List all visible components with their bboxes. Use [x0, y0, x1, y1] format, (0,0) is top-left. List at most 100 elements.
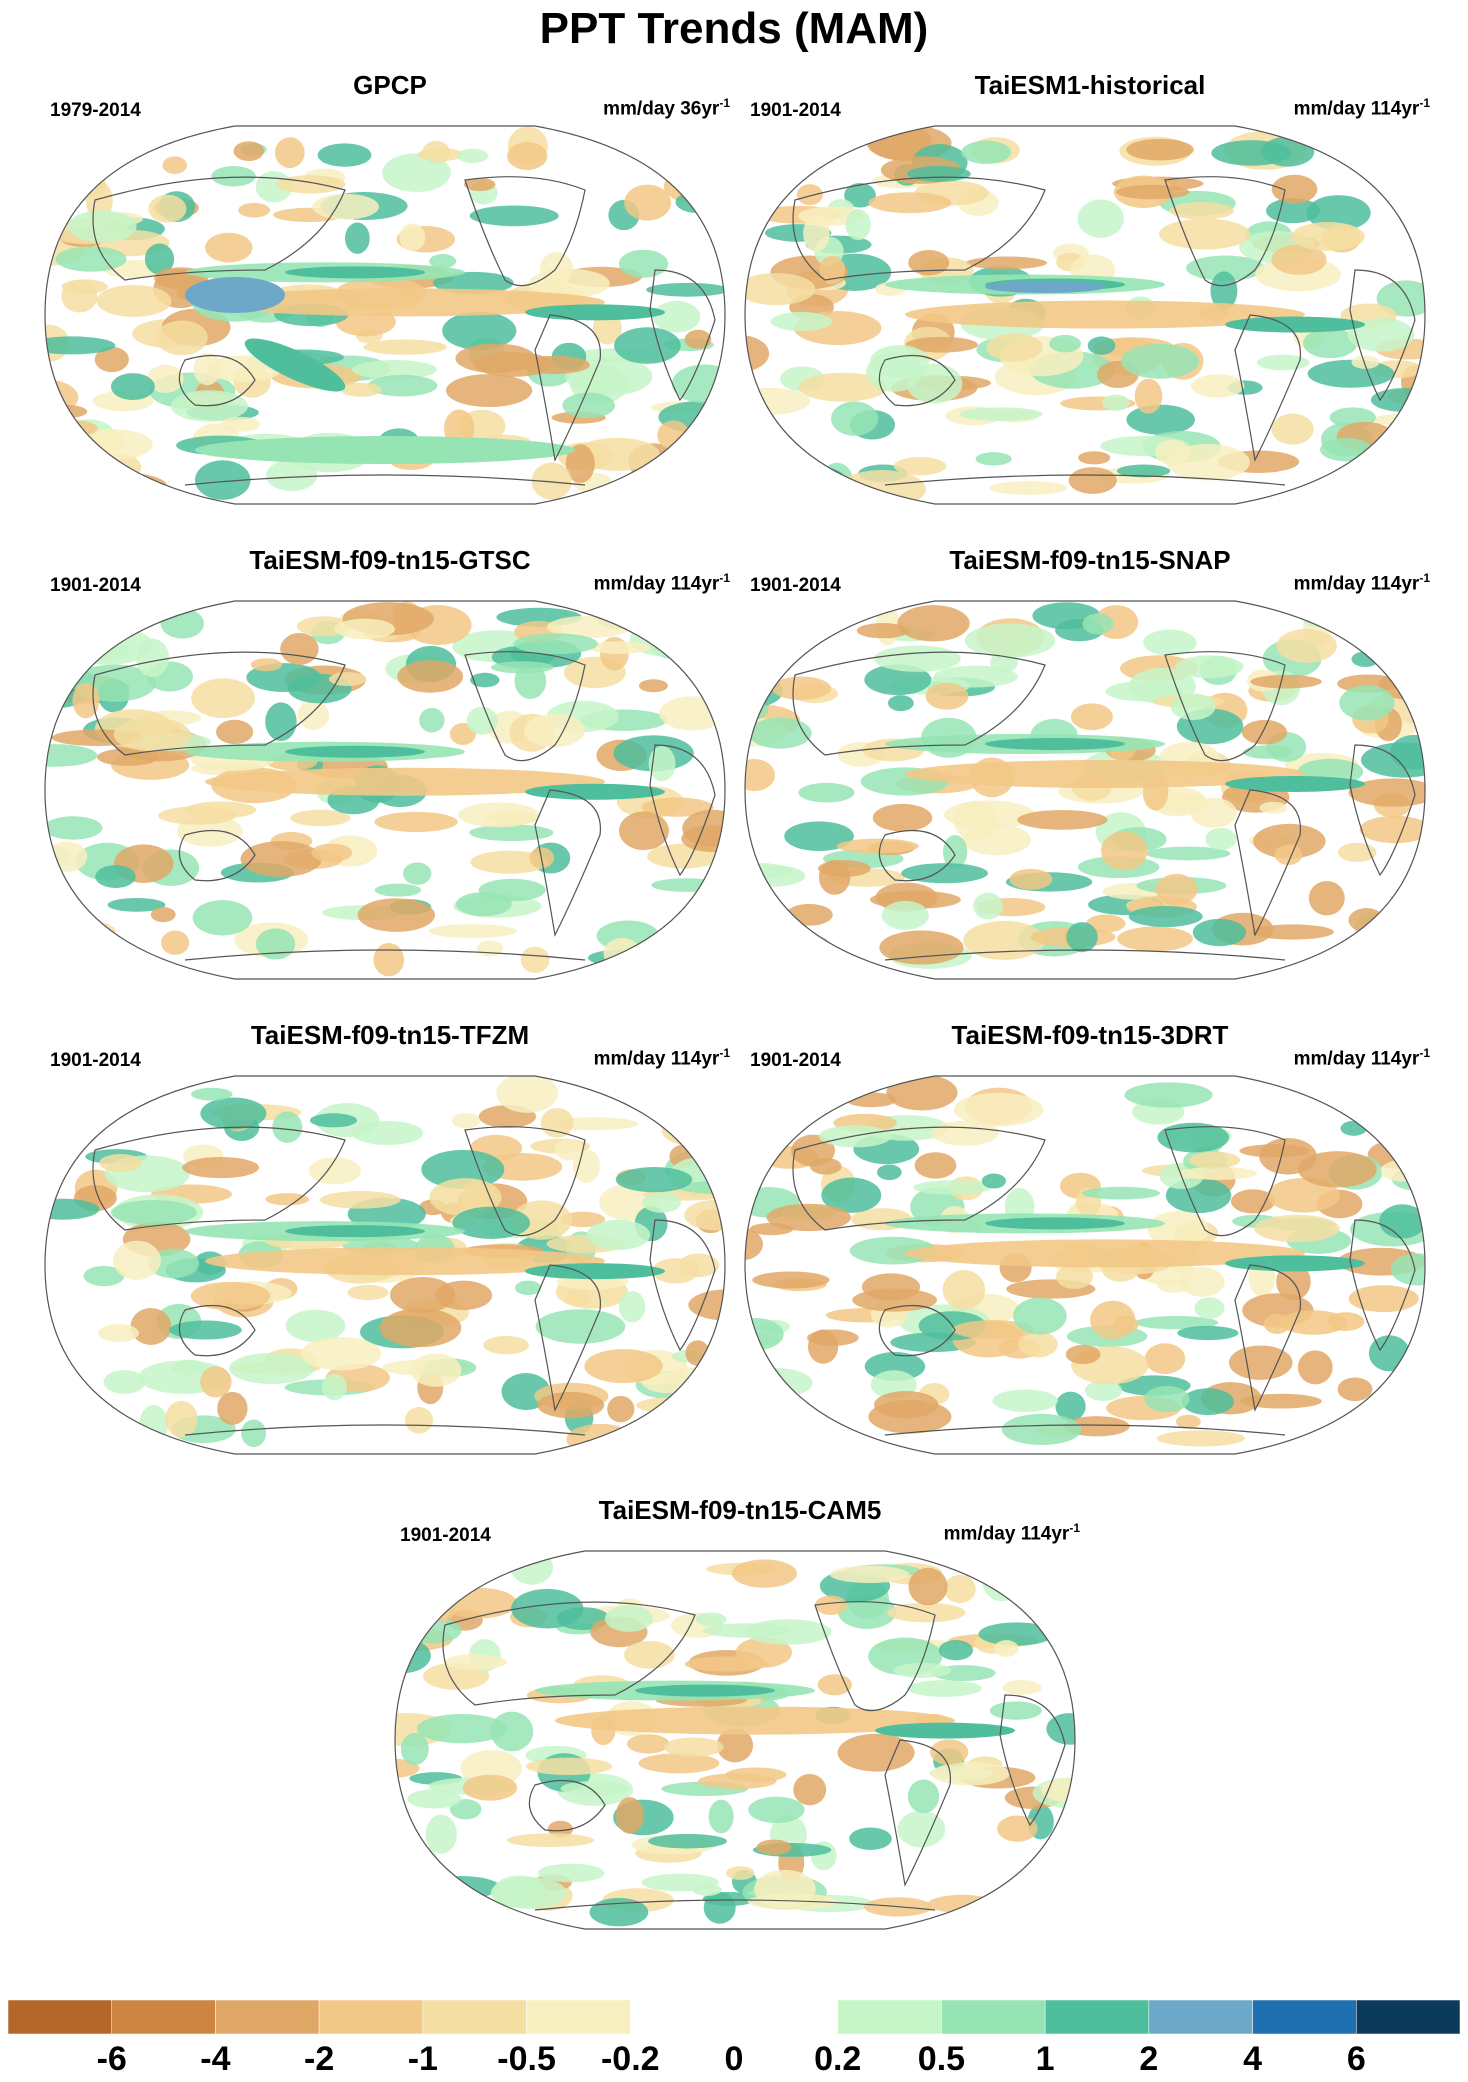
map-border	[394, 1550, 1076, 1930]
coastline	[528, 1779, 606, 1832]
coastline	[1234, 1264, 1301, 1412]
panel-period: 1901-2014	[750, 100, 841, 121]
coastline	[184, 1424, 586, 1436]
panel-title: TaiESM1-historical	[974, 70, 1206, 100]
panel-title: TaiESM-f09-tn15-3DRT	[951, 1020, 1229, 1050]
colorbar-tick-label: 4	[1243, 2040, 1263, 2078]
coastline	[534, 314, 601, 462]
colorbar-tick-label: 6	[1346, 2040, 1366, 2078]
units-exponent: -1	[1069, 1521, 1080, 1535]
map-panel: TaiESM-f09-tn15-CAM5 1901-2014 mm/day 114y…	[390, 1495, 1090, 1935]
panel-period: 1979-2014	[50, 100, 141, 121]
coastline	[442, 1601, 696, 1706]
map-border	[44, 125, 726, 505]
coastline	[884, 474, 1286, 486]
map-panel: TaiESM-f09-tn15-SNAP 1901-2014 mm/day 114y…	[740, 545, 1440, 985]
coastline	[649, 269, 716, 402]
colorbar-swatch	[215, 2000, 320, 2034]
map-plot	[744, 1075, 1426, 1455]
trend-field	[45, 601, 725, 979]
colorbar-swatch	[318, 2000, 424, 2034]
colorbar-swatch	[1356, 2000, 1460, 2034]
colorbar-swatch	[526, 2000, 631, 2034]
units-text: mm/day 114yr	[593, 573, 720, 595]
panel-period: 1901-2014	[400, 1525, 491, 1546]
panel-title: GPCP	[353, 70, 427, 100]
coastline	[878, 829, 956, 882]
coastline	[178, 354, 256, 407]
units-exponent: -1	[1419, 571, 1430, 585]
coastline	[878, 1304, 956, 1357]
coastline	[1164, 651, 1286, 762]
map-border	[744, 600, 1426, 980]
coastline	[184, 474, 586, 486]
map-plot	[44, 125, 726, 505]
panel-units: mm/day 114yr-1	[1294, 96, 1430, 120]
colorbar-tick-label: 1	[1035, 2040, 1055, 2078]
trend-field	[745, 1076, 1425, 1454]
coastline	[878, 354, 956, 407]
map-border	[744, 1075, 1426, 1455]
colorbar-tick-label: 0.5	[917, 2040, 966, 2078]
map-panel: TaiESM-f09-tn15-TFZM 1901-2014 mm/day 114y…	[40, 1020, 740, 1460]
coastline	[792, 1126, 1046, 1231]
colorbar-tick-label: -0.2	[600, 2040, 660, 2078]
trend-field	[745, 601, 1425, 979]
colorbar-swatch	[1252, 2000, 1357, 2034]
units-exponent: -1	[719, 571, 730, 585]
colorbar-swatch	[941, 2000, 1046, 2034]
coastline	[1234, 789, 1301, 937]
coastline	[1349, 269, 1416, 402]
map-plot	[44, 1075, 726, 1455]
coastline	[464, 176, 586, 287]
coastline	[534, 1899, 936, 1911]
colorbar-swatch	[733, 2000, 838, 2034]
colorbar-tick-label: 2	[1139, 2040, 1159, 2078]
panel-period: 1901-2014	[50, 1050, 141, 1071]
coastline	[92, 176, 346, 281]
coastline	[999, 1694, 1066, 1827]
panel-units: mm/day 114yr-1	[1294, 571, 1430, 595]
colorbar-swatch	[422, 2000, 527, 2034]
colorbar-tick-label: -2	[304, 2040, 335, 2078]
units-text: mm/day 114yr	[1293, 573, 1420, 595]
colorbar-tick-label: -4	[200, 2040, 231, 2078]
colorbar-swatch	[8, 2000, 112, 2034]
colorbar-swatch	[1148, 2000, 1253, 2034]
coastline	[792, 651, 1046, 756]
panel-title: TaiESM-f09-tn15-GTSC	[249, 545, 531, 575]
panel-period: 1901-2014	[750, 575, 841, 596]
panel-units: mm/day 114yr-1	[594, 571, 730, 595]
coastline	[178, 829, 256, 882]
colorbar-swatch	[630, 2000, 735, 2034]
units-exponent: -1	[1419, 96, 1430, 110]
colorbar-tick-label: -6	[96, 2040, 127, 2078]
colorbar-tick-label: 0.2	[814, 2040, 862, 2078]
colorbar-tick-label: 0	[724, 2040, 744, 2078]
units-exponent: -1	[719, 96, 730, 110]
map-panel: TaiESM-f09-tn15-GTSC 1901-2014 mm/day 114y…	[40, 545, 740, 985]
trend-field	[45, 1076, 725, 1454]
units-text: mm/day 114yr	[1293, 98, 1420, 120]
coastline	[92, 651, 346, 756]
units-text: mm/day 114yr	[1293, 1048, 1420, 1070]
coastline	[649, 1219, 716, 1352]
panel-units: mm/day 114yr-1	[1294, 1046, 1430, 1070]
coastline	[649, 744, 716, 877]
coastline	[1349, 744, 1416, 877]
colorbar-tick-label: -1	[407, 2040, 438, 2078]
panel-units: mm/day 114yr-1	[594, 1046, 730, 1070]
map-plot	[394, 1550, 1076, 1930]
map-border	[44, 1075, 726, 1455]
map-plot	[744, 125, 1426, 505]
coastline	[178, 1304, 256, 1357]
units-text: mm/day 114yr	[943, 1523, 1070, 1545]
units-text: mm/day 114yr	[593, 1048, 720, 1070]
colorbar-tick-label: -0.5	[497, 2040, 556, 2078]
coastline	[1349, 1219, 1416, 1352]
coastline	[884, 1424, 1286, 1436]
coastline	[884, 1739, 951, 1887]
coastline	[534, 1264, 601, 1412]
colorbar-labels: -6 -4 -2 -1 -0.5 -0.2 0 0.2 0.5 1 2 4 6	[8, 2040, 1460, 2080]
panel-period: 1901-2014	[750, 1050, 841, 1071]
